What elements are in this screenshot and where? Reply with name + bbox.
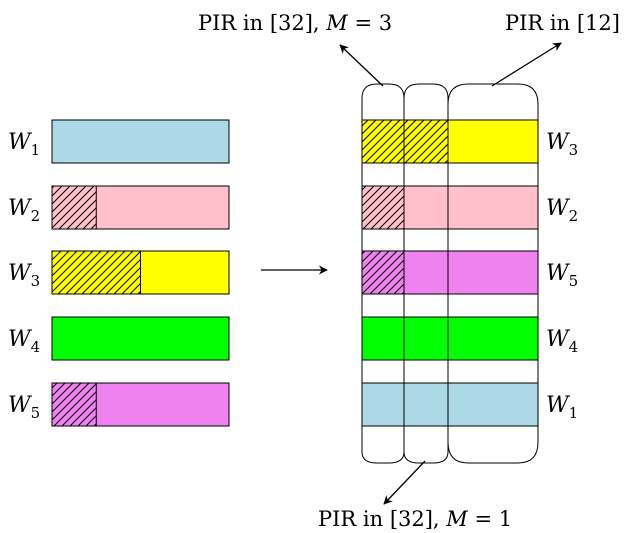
label-variable: W — [8, 393, 33, 418]
label-subscript: 5 — [569, 272, 579, 290]
left-bar-outline — [51, 185, 230, 230]
label-variable: W — [546, 196, 571, 221]
right-row-w1: W1 — [361, 382, 578, 427]
left-bar-hatched-region — [52, 383, 97, 426]
left-row-w3: W3 — [8, 250, 230, 295]
label-variable: W — [546, 393, 571, 418]
left-bar-fill — [52, 120, 229, 163]
label-subscript: 1 — [31, 141, 41, 159]
label-variable: W — [8, 130, 33, 155]
label-subscript: 4 — [569, 338, 579, 356]
annotation-pir-12: PIR in [12] — [505, 11, 620, 35]
left-bar-outline — [51, 250, 230, 295]
label-subscript: 2 — [569, 207, 579, 225]
left-bar-hatched-region — [52, 186, 97, 229]
right-label-w3: W3 — [546, 130, 578, 159]
right-label-w4: W4 — [546, 327, 578, 356]
right-bar-segment-outline — [447, 119, 539, 164]
right-bar-segment-1 — [362, 317, 404, 360]
label-subscript: 3 — [31, 272, 41, 290]
right-bar-segment-outline — [447, 382, 539, 427]
right-bar-segment-1 — [362, 383, 404, 426]
right-label-w1: W1 — [546, 393, 578, 422]
label-subscript: 1 — [569, 404, 579, 422]
label-subscript: 4 — [31, 338, 41, 356]
arrow-to-pir-32-m3 — [339, 44, 384, 87]
annotation-pir-32-m3: PIR in [32], M = 3 — [198, 11, 392, 35]
annotation-equals: = 3 — [348, 11, 392, 35]
left-row-w1: W1 — [8, 119, 230, 164]
left-row-w5: W5 — [8, 382, 230, 427]
label-subscript: 2 — [31, 207, 41, 225]
left-bar-hatched-region — [52, 251, 141, 294]
left-label-w4: W4 — [8, 327, 40, 356]
right-bar-segment-3 — [448, 186, 538, 229]
arrow-to-pir-12 — [491, 42, 562, 87]
annotation-pir-32-m1: PIR in [32], M = 1 — [318, 507, 512, 531]
right-label-w2: W2 — [546, 196, 578, 225]
right-row-w3: W3 — [361, 119, 578, 164]
annotation-variable: M — [445, 507, 468, 531]
right-bar-segment-outline — [447, 185, 539, 230]
right-label-w5: W5 — [546, 261, 578, 290]
right-bar-segment-2 — [404, 317, 448, 360]
right-row-w2: W2 — [361, 185, 578, 230]
label-subscript: 3 — [569, 141, 579, 159]
left-label-w1: W1 — [8, 130, 40, 159]
right-bar-hatched-segment — [362, 120, 404, 163]
left-row-w2: W2 — [8, 185, 230, 230]
label-variable: W — [546, 261, 571, 286]
arrow-to-pir-32-m1 — [383, 460, 426, 505]
right-bar-segment-outline — [447, 250, 539, 295]
left-label-w2: W2 — [8, 196, 40, 225]
right-bar-segment-outline — [447, 316, 539, 361]
right-bar-segment-2 — [404, 383, 448, 426]
right-bar-segment-2 — [404, 251, 448, 294]
right-bar-hatched-segment — [404, 120, 448, 163]
right-bar-segment-3 — [448, 120, 538, 163]
right-row-w5: W5 — [361, 250, 578, 295]
left-bar-outline — [51, 119, 230, 164]
left-bar-outline — [51, 382, 230, 427]
right-bar-segment-3 — [448, 383, 538, 426]
annotation-prefix: PIR in [32], — [198, 11, 326, 35]
annotation-prefix: PIR in [32], — [318, 507, 446, 531]
right-bar-segment-3 — [448, 251, 538, 294]
right-bar-hatched-segment — [362, 186, 404, 229]
label-variable: W — [8, 327, 33, 352]
left-bar-outline — [51, 316, 230, 361]
label-variable: W — [8, 261, 33, 286]
left-row-w4: W4 — [8, 316, 230, 361]
label-variable: W — [8, 196, 33, 221]
right-bar-segment-2 — [404, 186, 448, 229]
right-bar-hatched-segment — [362, 251, 404, 294]
right-row-w4: W4 — [361, 316, 578, 361]
label-subscript: 5 — [31, 404, 41, 422]
label-variable: W — [546, 327, 571, 352]
right-bar-segment-3 — [448, 317, 538, 360]
annotation-equals: = 1 — [468, 507, 512, 531]
label-variable: W — [546, 130, 571, 155]
left-label-w5: W5 — [8, 393, 40, 422]
left-label-w3: W3 — [8, 261, 40, 290]
left-bar-fill — [52, 317, 229, 360]
annotation-variable: M — [325, 11, 348, 35]
